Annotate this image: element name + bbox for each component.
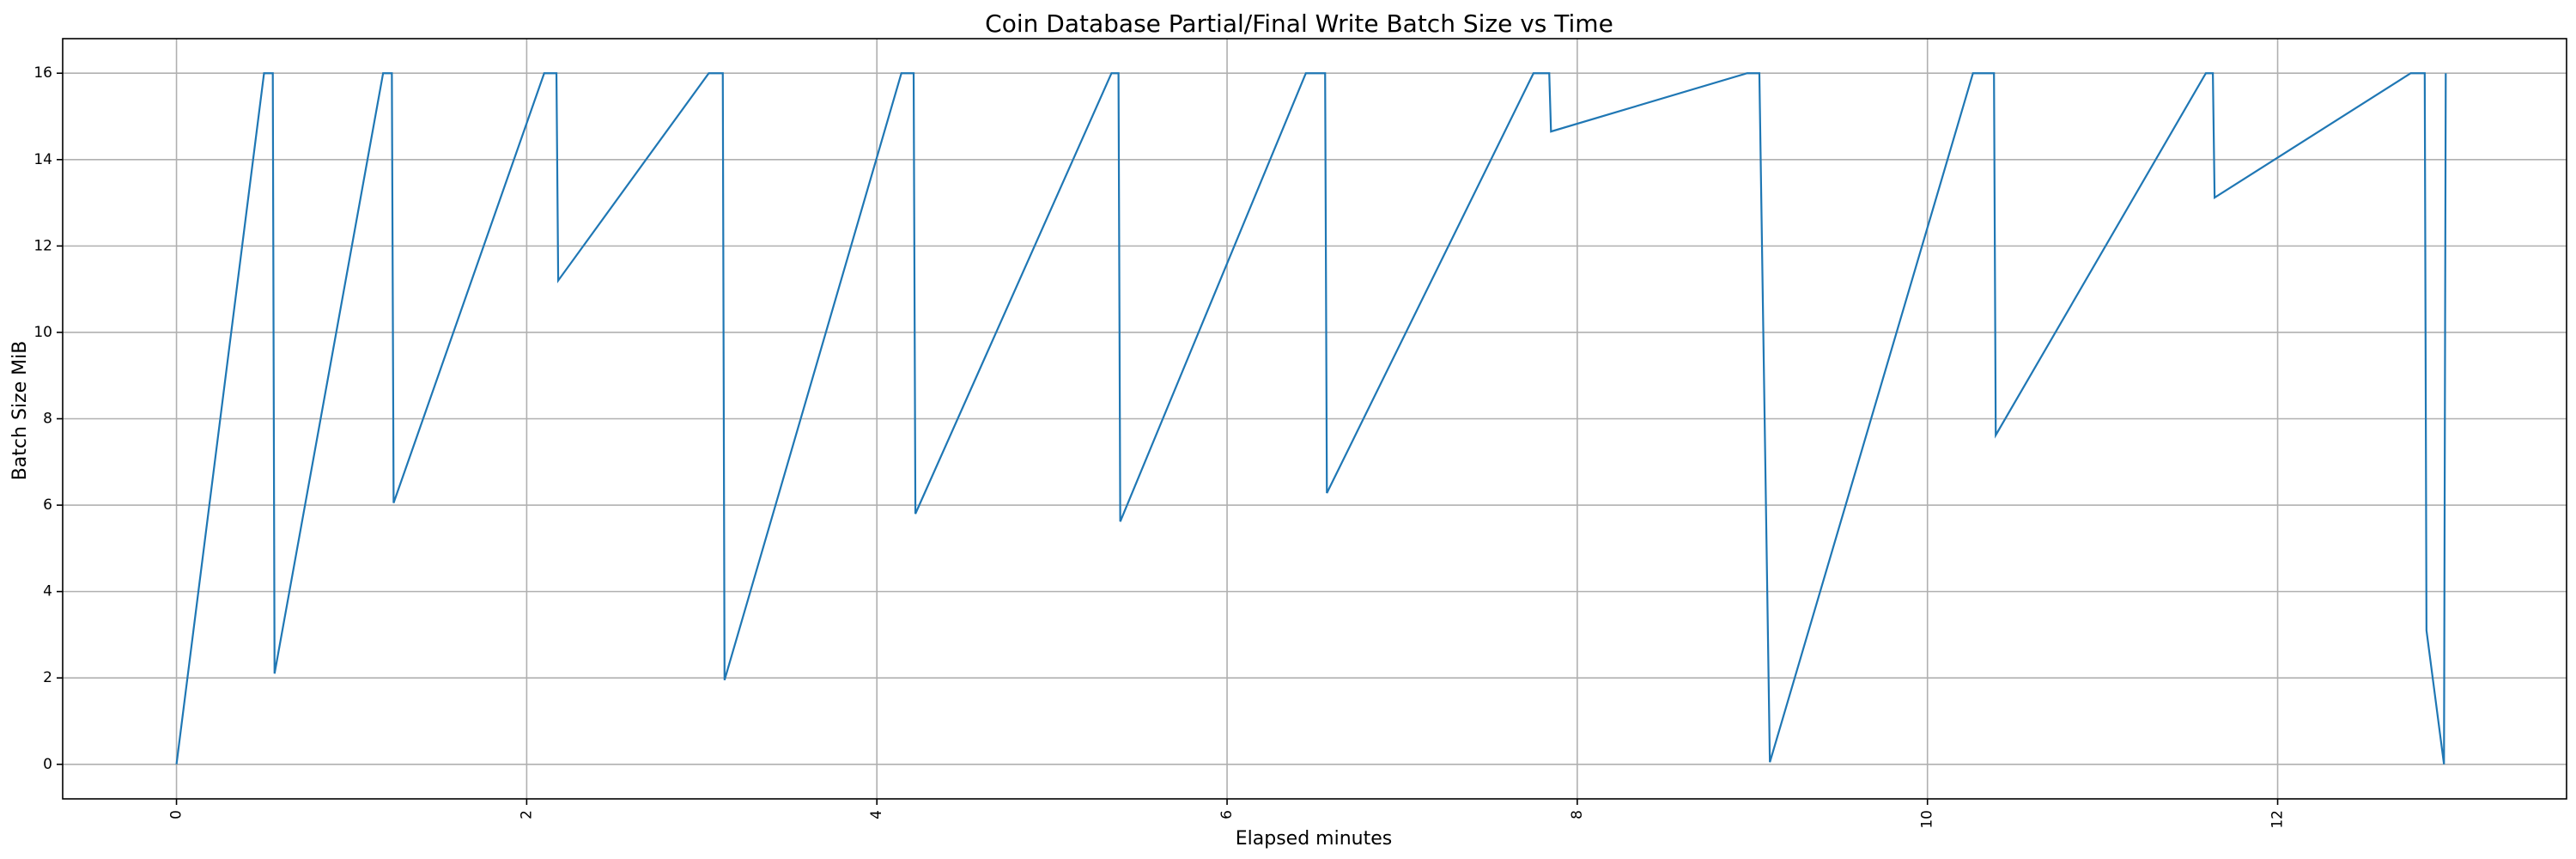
y-tick-label: 16 (33, 64, 52, 82)
y-tick-label: 10 (33, 324, 52, 341)
y-tick-label: 8 (43, 411, 52, 428)
grid (63, 39, 2567, 799)
y-tick-label: 14 (33, 151, 52, 168)
x-tick-label: 6 (1218, 810, 1236, 819)
x-tick-label: 4 (868, 810, 885, 819)
y-tick-label: 6 (43, 497, 52, 514)
series-layer (175, 72, 2447, 765)
series-line (175, 72, 2447, 765)
y-tick-label: 4 (43, 583, 52, 600)
x-axis-label: Elapsed minutes (1236, 828, 1392, 850)
y-tick-label: 2 (43, 669, 52, 686)
chart-title: Coin Database Partial/Final Write Batch … (985, 9, 1613, 38)
x-tick-label: 2 (518, 810, 535, 819)
x-tick-label: 8 (1569, 810, 1586, 819)
y-axis: 0 2 4 6 8 10 12 14 16 (33, 64, 63, 773)
x-tick-label: 12 (2269, 810, 2287, 829)
y-tick-label: 12 (33, 237, 52, 254)
y-tick-label: 0 (43, 756, 52, 773)
x-tick-label: 0 (168, 810, 185, 819)
y-axis-label: Batch Size MiB (9, 341, 31, 481)
x-tick-label: 10 (1919, 810, 1936, 829)
x-axis: 0 2 4 6 8 10 12 (168, 799, 2287, 829)
